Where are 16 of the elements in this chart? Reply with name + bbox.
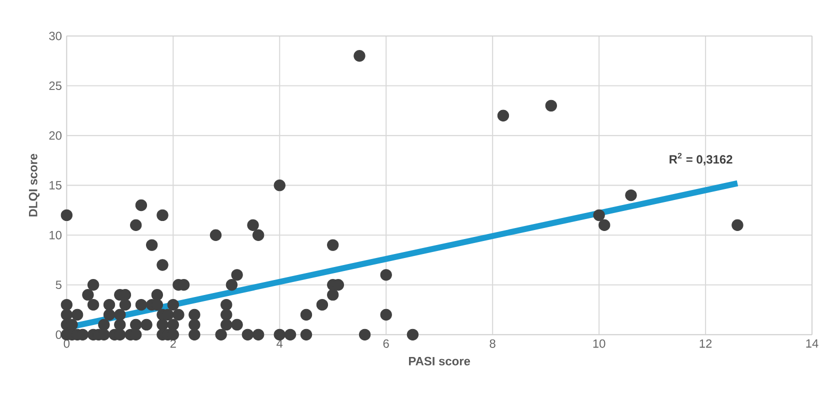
- x-axis-title: PASI score: [409, 357, 470, 366]
- x-tick-label: 10: [593, 340, 606, 348]
- annotation: R$^{2}$ = 0,3162: [670, 153, 732, 166]
- y-tick-label: 20: [49, 131, 62, 140]
- y-axis-title: DLQI score: [28, 154, 40, 217]
- x-tick-label: 4: [276, 340, 283, 348]
- y-tick-label: 5: [56, 280, 62, 290]
- x-tick-label: 12: [700, 340, 712, 348]
- y-tick-label: 0: [56, 330, 62, 340]
- x-tick-label: 6: [383, 340, 389, 348]
- x-tick-label: 8: [490, 340, 496, 348]
- y-tick-label: 10: [50, 231, 62, 240]
- y-tick-label: 25: [49, 82, 62, 90]
- y-tick-label: 30: [49, 32, 62, 40]
- x-tick-label: 14: [806, 340, 818, 348]
- y-tick-label: 15: [50, 181, 62, 190]
